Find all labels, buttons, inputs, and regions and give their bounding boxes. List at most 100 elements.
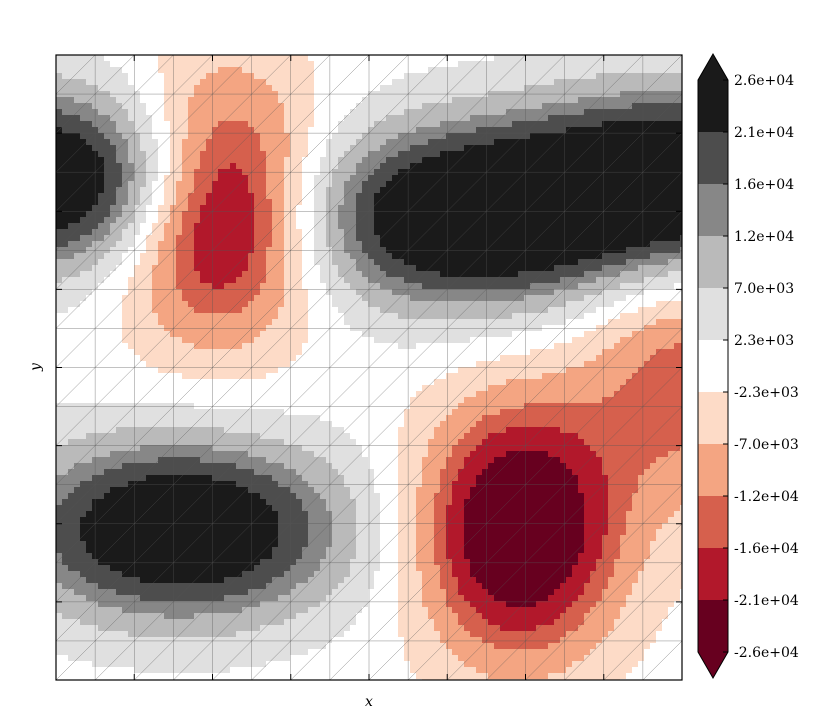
contour-cell (272, 127, 279, 134)
contour-cell (440, 319, 447, 326)
contour-cell (80, 139, 87, 146)
contour-cell (392, 301, 399, 308)
contour-cell (656, 283, 663, 290)
contour-cell (362, 319, 369, 326)
contour-cell (674, 271, 681, 278)
contour-cell (410, 175, 417, 182)
contour-cell (302, 187, 309, 194)
contour-cell (398, 283, 405, 290)
contour-cell (428, 139, 435, 146)
contour-cell (674, 253, 681, 260)
contour-cell (632, 163, 639, 170)
contour-cell (620, 193, 627, 200)
contour-cell (230, 163, 237, 170)
contour-cell (356, 79, 363, 86)
contour-cell (416, 103, 423, 110)
contour-cell (140, 103, 147, 110)
contour-cell (536, 61, 543, 68)
contour-cell (680, 109, 682, 116)
contour-cell (212, 253, 219, 260)
contour-cell (158, 223, 165, 230)
contour-cell (638, 319, 645, 326)
contour-cell (488, 205, 495, 212)
contour-cell (440, 157, 447, 164)
contour-cell (332, 271, 339, 278)
contour-cell (518, 127, 525, 134)
contour-cell (278, 229, 285, 236)
contour-cell (314, 145, 321, 152)
contour-cell (242, 121, 249, 128)
contour-cell (548, 85, 555, 92)
contour-cell (224, 217, 231, 224)
contour-cell (146, 175, 153, 182)
contour-cell (434, 295, 441, 302)
contour-cell (314, 211, 321, 218)
contour-cell (470, 127, 477, 134)
contour-cell (308, 199, 315, 206)
contour-cell (350, 337, 357, 344)
contour-cell (236, 301, 243, 308)
contour-cell (146, 85, 153, 92)
contour-cell (110, 175, 117, 182)
contour-cell (644, 265, 651, 272)
contour-cell (200, 109, 207, 116)
contour-cell (476, 259, 483, 266)
contour-cell (200, 163, 207, 170)
contour-cell (512, 151, 519, 158)
contour-cell (308, 181, 315, 188)
contour-cell (422, 319, 429, 326)
contour-cell (164, 313, 171, 320)
contour-cell (176, 295, 183, 302)
contour-cell (602, 271, 609, 278)
contour-cell (248, 307, 255, 314)
contour-cell (254, 121, 261, 128)
contour-cell (248, 265, 255, 272)
contour-cell (374, 109, 381, 116)
contour-cell (218, 127, 225, 134)
contour-cell (200, 187, 207, 194)
contour-cell (230, 307, 237, 314)
contour-cell (626, 103, 633, 110)
contour-cell (146, 67, 153, 74)
contour-cell (344, 295, 351, 302)
contour-cell (464, 253, 471, 260)
contour-cell (620, 121, 627, 128)
contour-cell (332, 67, 339, 74)
contour-cell (326, 109, 333, 116)
contour-cell (632, 133, 639, 140)
contour-cell (128, 67, 135, 74)
contour-cell (218, 55, 225, 62)
contour-cell (392, 271, 399, 278)
contour-cell (248, 277, 255, 284)
contour-cell (224, 205, 231, 212)
contour-cell (62, 313, 69, 320)
contour-cell (122, 313, 129, 320)
contour-cell (464, 163, 471, 170)
contour-cell (632, 283, 639, 290)
contour-cell (458, 223, 465, 230)
contour-cell (350, 265, 357, 272)
contour-cell (356, 265, 363, 272)
contour-cell (464, 133, 471, 140)
contour-cell (128, 73, 135, 80)
contour-cell (536, 211, 543, 218)
contour-cell (80, 301, 87, 308)
contour-cell (374, 133, 381, 140)
contour-cell (422, 73, 429, 80)
contour-cell (554, 313, 561, 320)
contour-cell (272, 271, 279, 278)
contour-cell (206, 97, 213, 104)
contour-cell (128, 163, 135, 170)
contour-cell (200, 223, 207, 230)
contour-cell (620, 289, 627, 296)
contour-cell (458, 241, 465, 248)
contour-cell (458, 217, 465, 224)
contour-cell (416, 139, 423, 146)
contour-cell (494, 181, 501, 188)
contour-cell (374, 175, 381, 182)
contour-cell (452, 301, 459, 308)
contour-cell (422, 289, 429, 296)
contour-cell (386, 229, 393, 236)
contour-cell (428, 295, 435, 302)
contour-cell (128, 61, 135, 68)
